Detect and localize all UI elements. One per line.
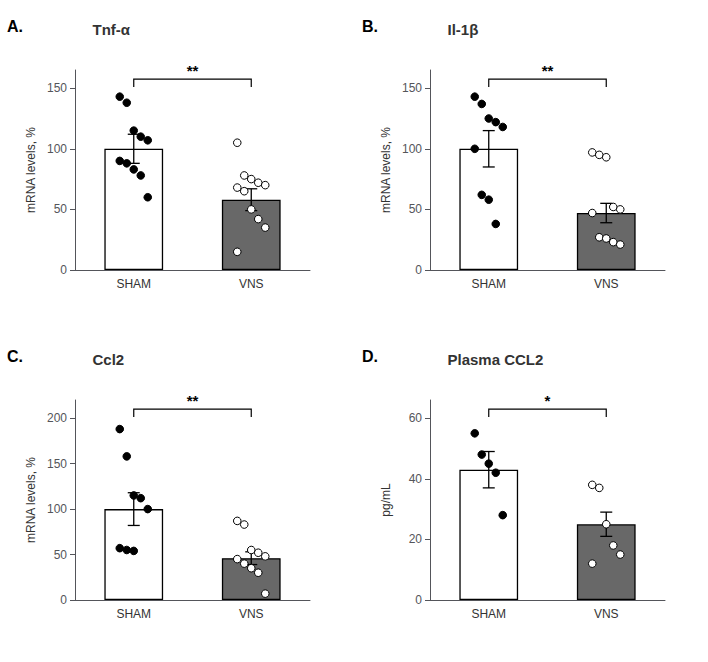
svg-text:150: 150 (47, 81, 67, 95)
svg-text:Tnf-α: Tnf-α (92, 21, 130, 38)
svg-text:mRNA levels, %: mRNA levels, % (379, 127, 393, 213)
svg-text:150: 150 (402, 81, 422, 95)
svg-text:VNS: VNS (239, 607, 264, 621)
svg-text:SHAM: SHAM (116, 607, 151, 621)
svg-text:0: 0 (60, 263, 67, 277)
svg-text:150: 150 (47, 457, 67, 471)
svg-text:A.: A. (7, 18, 23, 35)
svg-text:**: ** (542, 62, 554, 79)
svg-text:0: 0 (415, 263, 422, 277)
svg-text:100: 100 (402, 142, 422, 156)
svg-text:0: 0 (415, 593, 422, 607)
svg-text:SHAM: SHAM (471, 607, 506, 621)
svg-text:mRNA levels, %: mRNA levels, % (24, 127, 38, 213)
svg-text:40: 40 (409, 472, 423, 486)
svg-text:C.: C. (7, 348, 23, 365)
svg-text:SHAM: SHAM (116, 277, 151, 291)
svg-text:VNS: VNS (239, 277, 264, 291)
svg-text:Plasma CCL2: Plasma CCL2 (447, 351, 543, 368)
svg-text:50: 50 (54, 548, 68, 562)
svg-text:B.: B. (362, 18, 378, 35)
svg-text:50: 50 (54, 202, 68, 216)
svg-text:200: 200 (47, 411, 67, 425)
svg-text:0: 0 (60, 593, 67, 607)
svg-text:Ccl2: Ccl2 (92, 351, 124, 368)
svg-text:**: ** (187, 392, 199, 409)
svg-text:100: 100 (47, 142, 67, 156)
svg-text:SHAM: SHAM (471, 277, 506, 291)
svg-text:50: 50 (409, 202, 423, 216)
svg-text:mRNA levels, %: mRNA levels, % (24, 457, 38, 543)
svg-text:100: 100 (47, 502, 67, 516)
svg-text:**: ** (187, 62, 199, 79)
svg-text:VNS: VNS (594, 277, 619, 291)
svg-text:Il-1β: Il-1β (447, 21, 478, 38)
svg-text:20: 20 (409, 532, 423, 546)
svg-text:pg/mL: pg/mL (379, 483, 393, 517)
svg-text:D.: D. (362, 348, 378, 365)
svg-text:60: 60 (409, 411, 423, 425)
svg-text:*: * (545, 392, 551, 409)
svg-text:VNS: VNS (594, 607, 619, 621)
